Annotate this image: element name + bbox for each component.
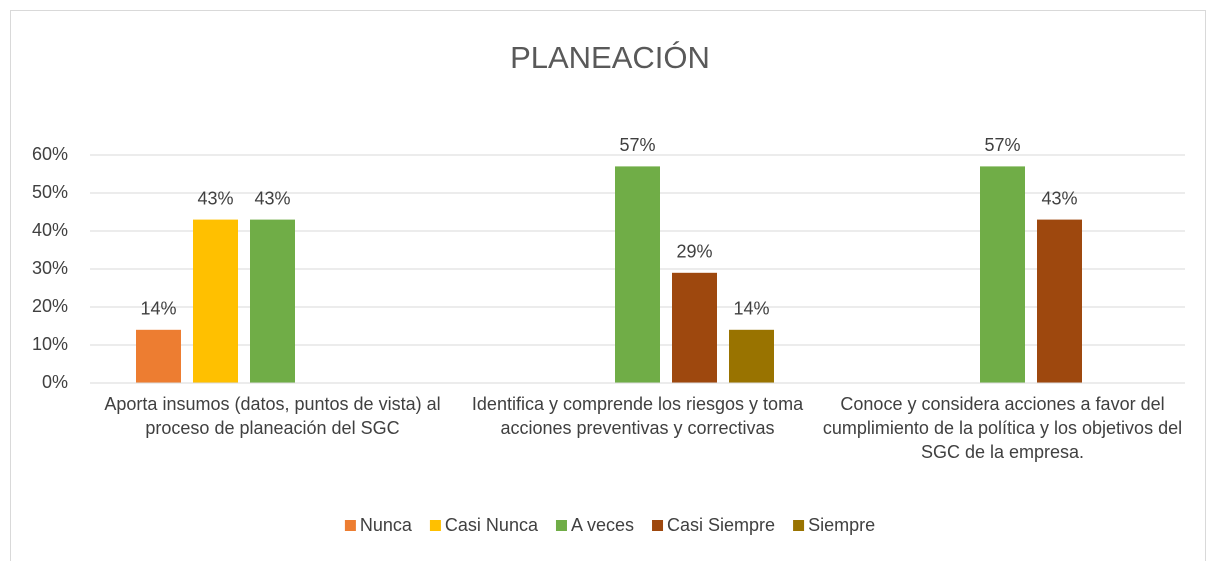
legend-label: A veces (571, 515, 634, 535)
bar (250, 219, 295, 383)
bar (193, 219, 238, 383)
legend-label: Siempre (808, 515, 875, 535)
x-tick-label: Identifica y comprende los riesgos y tom… (471, 394, 804, 438)
x-tick-label: Conoce y considera acciones a favor del … (822, 394, 1183, 462)
x-tick-label-box: Conoce y considera acciones a favor del … (822, 394, 1183, 462)
data-label: 14% (733, 299, 769, 319)
y-tick-label: 20% (32, 296, 68, 316)
bar (672, 272, 717, 383)
legend-label: Casi Nunca (445, 515, 539, 535)
data-label: 43% (1041, 188, 1077, 208)
x-tick-label: Aporta insumos (datos, puntos de vista) … (104, 394, 441, 438)
x-tick-label-box: Identifica y comprende los riesgos y tom… (471, 394, 804, 438)
data-label: 57% (984, 135, 1020, 155)
legend-swatch (652, 520, 664, 531)
legend-swatch (429, 520, 441, 531)
bar (136, 329, 181, 383)
data-label: 29% (676, 242, 712, 262)
y-tick-label: 50% (32, 182, 68, 202)
legend-swatch (344, 520, 356, 531)
bar (615, 166, 660, 383)
bar (729, 329, 774, 383)
data-label: 57% (619, 135, 655, 155)
data-label: 43% (197, 188, 233, 208)
bar (980, 166, 1025, 383)
y-tick-label: 10% (32, 334, 68, 354)
y-tick-label: 60% (32, 144, 68, 164)
y-tick-label: 0% (42, 372, 68, 392)
x-tick-label-box: Aporta insumos (datos, puntos de vista) … (104, 394, 441, 438)
y-tick-label: 30% (32, 258, 68, 278)
data-label: 43% (254, 188, 290, 208)
data-label: 14% (140, 299, 176, 319)
legend-label: Nunca (360, 515, 413, 535)
legend-swatch (555, 520, 567, 531)
chart-title: PLANEACIÓN (510, 40, 710, 75)
legend-label: Casi Siempre (667, 515, 775, 535)
legend-swatch (793, 520, 805, 531)
y-tick-label: 40% (32, 220, 68, 240)
bar (1037, 219, 1082, 383)
